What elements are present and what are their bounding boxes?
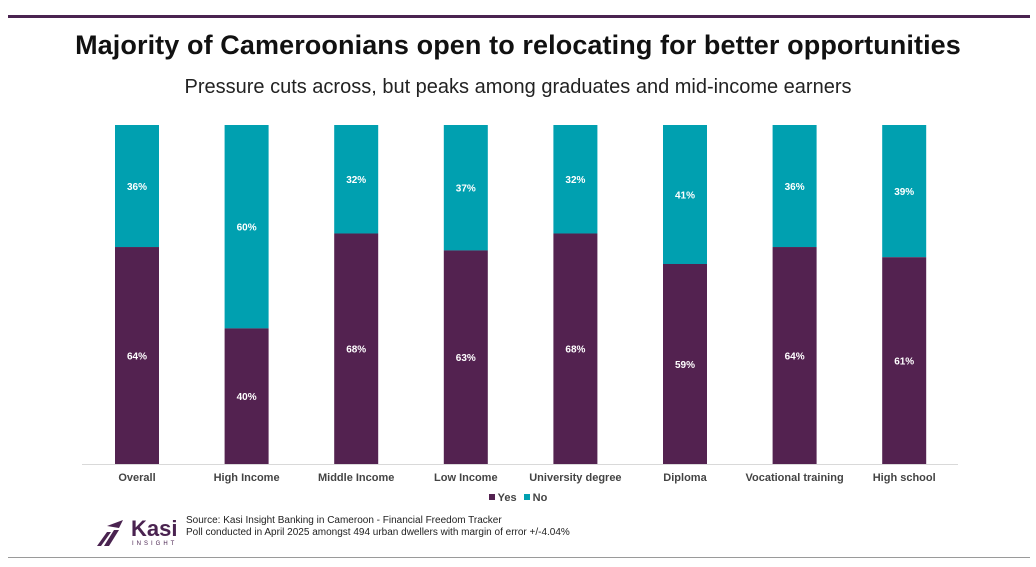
category-label-6: Vocational training: [745, 472, 843, 484]
source-line-2: Poll conducted in April 2025 amongst 494…: [186, 527, 570, 538]
data-label-no-2: 32%: [346, 175, 366, 186]
legend-swatch-no: [523, 494, 530, 500]
stacked-bar-chart: 36% 64% Overall 60% 40% High Income 32% 68% Midd…: [82, 125, 958, 484]
category-label-3: Low Income: [434, 472, 498, 484]
data-label-no-5: 41%: [675, 190, 695, 201]
data-label-no-6: 36%: [785, 182, 805, 193]
bar-yes-1: [224, 328, 269, 464]
kasi-logo: Kasi INSIGHT: [95, 516, 185, 550]
data-label-no-7: 39%: [894, 187, 914, 198]
kasi-logo-mark-icon: [97, 520, 123, 546]
category-label-4: University degree: [529, 472, 621, 484]
data-label-yes-7: 61%: [894, 357, 914, 368]
legend-swatch-yes: [488, 494, 495, 500]
chart-subtitle: Pressure cuts across, but peaks among gr…: [184, 76, 852, 98]
category-label-2: Middle Income: [318, 472, 394, 484]
legend-label-yes: Yes: [497, 492, 517, 504]
data-label-yes-3: 63%: [456, 353, 476, 364]
data-label-no-1: 60%: [237, 223, 257, 234]
bottom-rule: [8, 557, 1030, 558]
bar-yes-4: [553, 233, 598, 464]
data-label-yes-2: 68%: [346, 345, 366, 356]
top-rule: [8, 15, 1030, 18]
data-label-yes-6: 64%: [785, 352, 805, 363]
bar-yes-5: [663, 263, 707, 464]
data-label-yes-4: 68%: [565, 345, 585, 356]
bar-no-3: [443, 125, 488, 251]
data-label-yes-0: 64%: [127, 352, 147, 363]
data-label-yes-5: 59%: [675, 360, 695, 371]
legend-label-no: No: [532, 492, 548, 504]
category-label-0: Overall: [118, 472, 155, 484]
legend-item-yes: Yes: [488, 492, 517, 504]
bar-no-5: [663, 125, 707, 264]
chart-title: Majority of Cameroonians open to relocat…: [75, 30, 961, 60]
data-label-yes-1: 40%: [237, 392, 257, 403]
bar-no-6: [772, 125, 817, 248]
category-label-5: Diploma: [663, 472, 707, 484]
bar-no-0: [115, 125, 159, 248]
data-label-no-4: 32%: [565, 175, 585, 186]
source-note: Source: Kasi Insight Banking in Cameroon…: [186, 515, 570, 539]
bar-yes-7: [882, 257, 927, 464]
bar-yes-3: [443, 250, 488, 464]
bar-no-1: [224, 125, 269, 329]
source-line-1: Source: Kasi Insight Banking in Cameroon…: [186, 515, 502, 526]
category-label-7: High school: [873, 472, 936, 484]
logo-subtext: INSIGHT: [132, 541, 178, 547]
data-label-no-3: 37%: [456, 184, 476, 195]
category-label-1: High Income: [214, 472, 280, 484]
logo-name: Kasi: [131, 516, 178, 541]
bar-yes-6: [772, 247, 817, 464]
bar-no-2: [334, 125, 379, 234]
legend: Yes No: [0, 492, 1036, 504]
bar-yes-0: [115, 247, 159, 464]
bar-no-7: [882, 125, 927, 258]
bar-no-4: [553, 125, 598, 234]
legend-item-no: No: [523, 492, 548, 504]
bar-yes-2: [334, 233, 379, 464]
data-label-no-0: 36%: [127, 182, 147, 193]
